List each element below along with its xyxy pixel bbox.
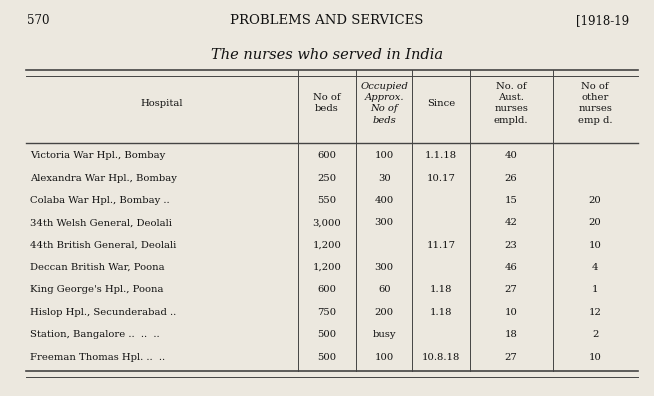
Text: 2: 2 xyxy=(592,330,598,339)
Text: Since: Since xyxy=(426,99,455,108)
Text: 1: 1 xyxy=(592,286,598,295)
Text: 600: 600 xyxy=(317,151,337,160)
Text: 100: 100 xyxy=(375,352,394,362)
Text: Freeman Thomas Hpl. ..  ..: Freeman Thomas Hpl. .. .. xyxy=(30,352,165,362)
Text: Deccan British War, Poona: Deccan British War, Poona xyxy=(30,263,165,272)
Text: Occupied
Approx.
No of
beds: Occupied Approx. No of beds xyxy=(360,82,408,124)
Text: 500: 500 xyxy=(317,330,337,339)
Text: [1918-19: [1918-19 xyxy=(576,14,629,27)
Text: 27: 27 xyxy=(505,286,517,295)
Text: 600: 600 xyxy=(317,286,337,295)
Text: King George's Hpl., Poona: King George's Hpl., Poona xyxy=(30,286,164,295)
Text: 1.18: 1.18 xyxy=(430,308,452,317)
Text: No. of
Aust.
nurses
empld.: No. of Aust. nurses empld. xyxy=(494,82,528,124)
Text: 26: 26 xyxy=(505,173,517,183)
Text: 3,000: 3,000 xyxy=(313,218,341,227)
Text: Hospital: Hospital xyxy=(141,99,183,108)
Text: Station, Bangalore ..  ..  ..: Station, Bangalore .. .. .. xyxy=(30,330,160,339)
Text: 20: 20 xyxy=(589,196,602,205)
Text: busy: busy xyxy=(373,330,396,339)
Text: PROBLEMS AND SERVICES: PROBLEMS AND SERVICES xyxy=(230,14,424,27)
Text: Hislop Hpl., Secunderabad ..: Hislop Hpl., Secunderabad .. xyxy=(30,308,177,317)
Text: 11.17: 11.17 xyxy=(426,241,455,250)
Text: 4: 4 xyxy=(592,263,598,272)
Text: 12: 12 xyxy=(589,308,602,317)
Text: The nurses who served in India: The nurses who served in India xyxy=(211,48,443,61)
Text: 750: 750 xyxy=(317,308,337,317)
Text: 300: 300 xyxy=(375,218,394,227)
Text: 1,200: 1,200 xyxy=(313,263,341,272)
Text: Victoria War Hpl., Bombay: Victoria War Hpl., Bombay xyxy=(30,151,165,160)
Text: Colaba War Hpl., Bombay ..: Colaba War Hpl., Bombay .. xyxy=(30,196,169,205)
Text: No of
other
nurses
emp d.: No of other nurses emp d. xyxy=(578,82,612,124)
Text: 10.17: 10.17 xyxy=(426,173,455,183)
Text: 40: 40 xyxy=(505,151,517,160)
Text: 20: 20 xyxy=(589,218,602,227)
Text: 550: 550 xyxy=(317,196,337,205)
Text: 1.18: 1.18 xyxy=(430,286,452,295)
Text: 23: 23 xyxy=(505,241,517,250)
Text: 46: 46 xyxy=(505,263,517,272)
Text: 44th British General, Deolali: 44th British General, Deolali xyxy=(30,241,177,250)
Text: 10: 10 xyxy=(505,308,517,317)
Text: No of
beds: No of beds xyxy=(313,93,341,113)
Text: 500: 500 xyxy=(317,352,337,362)
Text: 60: 60 xyxy=(378,286,390,295)
Text: Alexandra War Hpl., Bombay: Alexandra War Hpl., Bombay xyxy=(30,173,177,183)
Text: 250: 250 xyxy=(317,173,337,183)
Text: 100: 100 xyxy=(375,151,394,160)
Text: 34th Welsh General, Deolali: 34th Welsh General, Deolali xyxy=(30,218,172,227)
Text: 1,200: 1,200 xyxy=(313,241,341,250)
Text: 570: 570 xyxy=(27,14,50,27)
Text: 1.1.18: 1.1.18 xyxy=(424,151,457,160)
Text: 300: 300 xyxy=(375,263,394,272)
Text: 10: 10 xyxy=(589,352,602,362)
Text: 27: 27 xyxy=(505,352,517,362)
Text: 15: 15 xyxy=(505,196,517,205)
Text: 30: 30 xyxy=(378,173,390,183)
Text: 10: 10 xyxy=(589,241,602,250)
Text: 42: 42 xyxy=(505,218,517,227)
Text: 10.8.18: 10.8.18 xyxy=(422,352,460,362)
Text: 200: 200 xyxy=(375,308,394,317)
Text: 18: 18 xyxy=(505,330,517,339)
Text: 400: 400 xyxy=(375,196,394,205)
